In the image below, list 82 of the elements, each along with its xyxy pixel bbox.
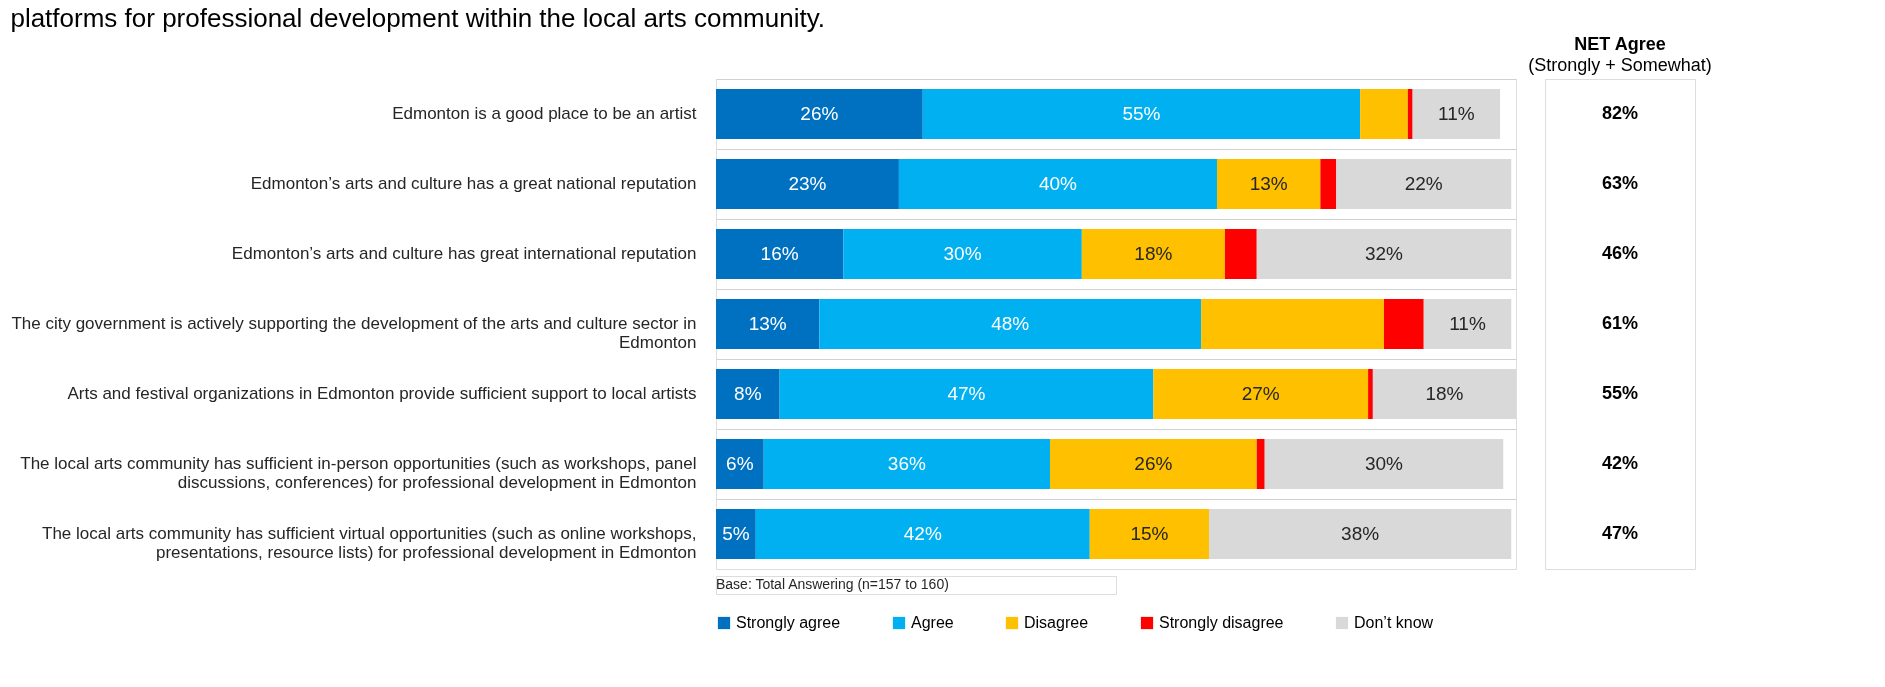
bar	[716, 369, 780, 419]
data-label: 36%	[887, 453, 926, 474]
bar	[1264, 439, 1504, 489]
legend-label: Strongly disagree	[1159, 614, 1284, 631]
bar	[763, 439, 1050, 489]
bar	[1224, 229, 1257, 279]
bar	[1089, 509, 1210, 559]
text: 82%	[1601, 103, 1639, 123]
bar	[819, 299, 1202, 349]
y-tick-label: Edmonton’s arts and culture has great international reputation	[231, 244, 697, 263]
text: 55%	[1601, 383, 1639, 403]
text: (Strongly + Somewhat)	[1528, 55, 1712, 75]
bar	[1423, 299, 1512, 349]
data-label: 13%	[748, 313, 787, 334]
data-label: 6%	[726, 453, 754, 474]
data-label: 8%	[734, 383, 762, 404]
data-label: 26%	[800, 103, 839, 124]
text: 46%	[1601, 243, 1639, 263]
data-label: 22%	[1404, 173, 1443, 194]
text: 42%	[1601, 453, 1639, 473]
text: 63%	[1601, 173, 1639, 193]
data-label: 40%	[1038, 173, 1078, 194]
bar	[1201, 299, 1384, 349]
data-label: 11%	[1438, 103, 1475, 124]
bar	[1336, 159, 1512, 209]
data-label: 23%	[788, 173, 827, 194]
data-label: 55%	[1122, 103, 1161, 124]
y-tick-label: Arts and festival organizations in Edmonton provide sufficient support to local artists	[67, 384, 697, 403]
data-label: 18%	[1425, 383, 1464, 404]
bar	[1050, 439, 1257, 489]
bar	[1256, 229, 1512, 279]
legend-label: Agree	[911, 614, 954, 631]
bar	[716, 299, 820, 349]
bar	[779, 369, 1154, 419]
data-label: 38%	[1341, 523, 1380, 544]
data-label: 27%	[1241, 383, 1280, 404]
data-label: 47%	[947, 383, 986, 404]
data-label: 48%	[991, 313, 1030, 334]
y-tick-label: The local arts community has sufficient virtual opportunities (such as online workshops, presentations, resource lists) for professional development in Edmonton	[42, 524, 697, 562]
text: NET Agree	[1574, 34, 1666, 54]
bar	[898, 159, 1217, 209]
text: 47%	[1601, 523, 1639, 543]
y-tick-label: The local arts community has sufficient in-person opportunities (such as workshops, panel discussions, conferences) for professional development in Edmonton	[20, 454, 697, 492]
bar	[1360, 89, 1408, 139]
data-label: 30%	[1364, 453, 1404, 474]
bar	[716, 229, 844, 279]
bar	[716, 159, 899, 209]
bar	[1209, 509, 1512, 559]
data-label: 16%	[760, 243, 799, 264]
text: platforms for professional development within the local arts community.	[10, 2, 825, 33]
bar	[755, 509, 1090, 559]
y-tick-label: The city government is actively supporting the development of the arts and culture sector in Edmonton	[11, 314, 697, 352]
data-label: 32%	[1364, 243, 1404, 264]
bar	[1320, 159, 1337, 209]
data-label: 11%	[1449, 313, 1486, 334]
legend-label: Disagree	[1024, 614, 1089, 631]
bar	[1412, 89, 1501, 139]
data-label: 42%	[903, 523, 942, 544]
legend-label: Don’t know	[1354, 614, 1434, 631]
y-tick-label: Edmonton’s arts and culture has a great national reputation	[250, 174, 697, 193]
data-label: 5%	[722, 523, 750, 544]
bar	[1216, 159, 1321, 209]
bar	[1407, 89, 1413, 139]
bar	[1383, 299, 1424, 349]
bar	[716, 439, 764, 489]
bar	[1368, 369, 1373, 419]
bar	[843, 229, 1082, 279]
bar	[1081, 229, 1225, 279]
data-label: 26%	[1134, 453, 1173, 474]
bar	[716, 509, 756, 559]
data-label: 15%	[1130, 523, 1169, 544]
data-label: 13%	[1249, 173, 1288, 194]
data-label: 18%	[1134, 243, 1173, 264]
legend-label: Strongly agree	[736, 614, 841, 631]
data-label: 30%	[943, 243, 982, 264]
bar	[716, 89, 923, 139]
text: 61%	[1601, 313, 1639, 333]
bar	[1256, 439, 1265, 489]
bar	[922, 89, 1361, 139]
text: Base: Total Answering (n=157 to 160)	[716, 576, 949, 592]
y-tick-label: Edmonton is a good place to be an artist	[392, 104, 697, 123]
bar	[1153, 369, 1369, 419]
